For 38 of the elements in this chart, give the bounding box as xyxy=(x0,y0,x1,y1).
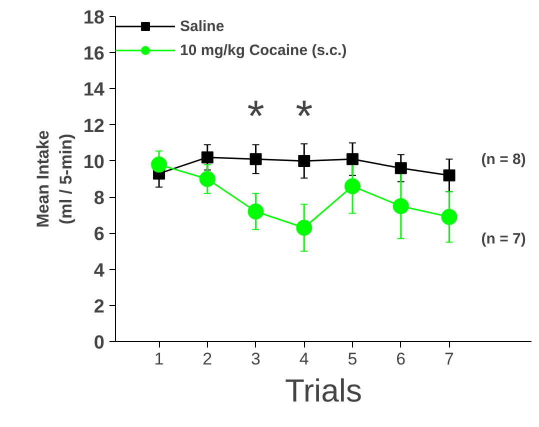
y-tick-label: 4 xyxy=(94,260,105,282)
point xyxy=(443,169,456,182)
y-tick-label: 10 xyxy=(83,152,105,173)
point xyxy=(392,198,409,214)
x-tick-label: 1 xyxy=(154,350,164,368)
point xyxy=(296,220,312,236)
point xyxy=(201,151,214,164)
legend-label: Saline xyxy=(180,18,224,34)
annotation: * xyxy=(247,92,264,141)
point xyxy=(298,154,310,167)
x-tick-label: 4 xyxy=(299,350,309,368)
y-tick-label: 16 xyxy=(83,44,105,65)
point xyxy=(346,153,359,166)
legend-label: 10 mg/kg Cocaine (s.c.) xyxy=(180,42,347,58)
x-axis-title: Trials xyxy=(284,372,362,408)
y-tick-label: 6 xyxy=(94,224,105,246)
point xyxy=(250,153,262,166)
y-tick-label: 14 xyxy=(83,80,105,101)
x-tick-label: 5 xyxy=(348,350,358,368)
annotation: * xyxy=(296,92,313,141)
point xyxy=(344,178,361,194)
x-tick-label: 3 xyxy=(251,350,261,368)
x-tick-label: 6 xyxy=(396,350,406,368)
point xyxy=(248,204,264,220)
annotation: (n = 7) xyxy=(481,230,526,248)
x-tick-label: 7 xyxy=(444,350,454,368)
y-tick-label: 2 xyxy=(94,296,105,318)
point xyxy=(151,156,168,173)
y-tick-label: 8 xyxy=(94,188,105,210)
point xyxy=(199,171,216,187)
point xyxy=(441,208,458,225)
y-tick-label: 12 xyxy=(83,116,105,137)
point xyxy=(394,162,407,174)
annotation: (n = 8) xyxy=(481,150,526,168)
y-tick-label: 0 xyxy=(94,332,105,354)
y-tick-label: 18 xyxy=(83,8,105,28)
y-axis-title: Mean Intake (ml / 5-min) xyxy=(34,130,76,228)
x-tick-label: 2 xyxy=(202,350,212,368)
